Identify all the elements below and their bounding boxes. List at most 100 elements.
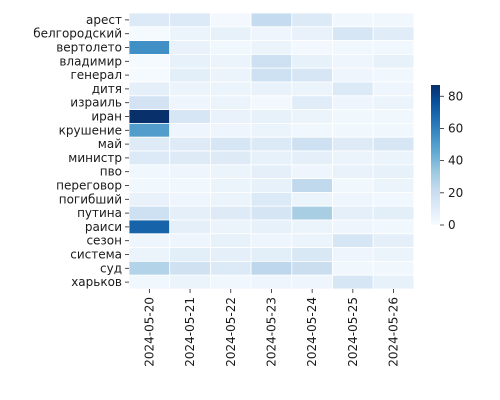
heatmap-cell — [372, 274, 415, 290]
heatmap-cell — [372, 260, 415, 276]
heatmap-cell — [169, 95, 211, 111]
heatmap-cell — [332, 95, 374, 111]
heatmap-cell — [372, 54, 415, 69]
heatmap-cell — [372, 150, 415, 166]
heatmap-cell — [250, 54, 293, 69]
y-tick-label: путина — [77, 206, 122, 220]
heatmap-cell — [250, 205, 293, 221]
colorbar: 0 20 40 60 80 — [431, 85, 463, 232]
heatmap-cell — [332, 178, 374, 193]
y-tick-label: крушение — [59, 123, 122, 137]
heatmap-cell — [128, 109, 171, 124]
heatmap-cell — [250, 260, 293, 276]
heatmap-cell — [209, 109, 252, 124]
heatmap-cell — [250, 274, 293, 290]
heatmap-cell — [291, 12, 333, 28]
heatmap-cell — [128, 247, 171, 262]
heatmap-cell — [209, 123, 252, 138]
heatmap-cell — [372, 136, 415, 152]
heatmap-cell — [169, 40, 211, 55]
heatmap-cell — [169, 260, 211, 276]
heatmap-cell — [372, 12, 415, 28]
heatmap-cell — [250, 123, 293, 138]
heatmap-cell — [169, 123, 211, 138]
heatmap-cell — [291, 191, 333, 207]
heatmap-cell — [209, 81, 252, 97]
colorbar-gradient — [431, 85, 440, 225]
heatmap-cell — [169, 26, 211, 41]
y-tick-label: пво — [100, 165, 122, 179]
heatmap-cell — [291, 54, 333, 69]
heatmap-cell — [128, 191, 171, 207]
heatmap-cell — [332, 67, 374, 83]
heatmap-cell — [128, 81, 171, 97]
heatmap-cell — [291, 219, 333, 235]
heatmap-cell — [372, 178, 415, 193]
heatmap-cell — [169, 150, 211, 166]
y-tick-label: арест — [86, 13, 122, 27]
heatmap-cell — [169, 67, 211, 83]
heatmap-cell — [250, 219, 293, 235]
heatmap-cell — [128, 136, 171, 152]
heatmap-cell — [291, 109, 333, 124]
heatmap-cell — [291, 123, 333, 138]
y-tick-label: министр — [68, 151, 122, 165]
heatmap-cell — [209, 95, 252, 111]
heatmap-cell — [250, 40, 293, 55]
heatmap-cell — [291, 150, 333, 166]
heatmap-cell — [128, 274, 171, 290]
heatmap-cell — [332, 109, 374, 124]
heatmap-cell — [332, 12, 374, 28]
heatmap-cell — [209, 205, 252, 221]
heatmap-cell — [372, 205, 415, 221]
heatmap-cell — [250, 81, 293, 97]
heatmap-cell — [169, 178, 211, 193]
colorbar-tick-label: 80 — [448, 89, 463, 103]
heatmap-cell — [169, 274, 211, 290]
heatmap-cell — [209, 136, 252, 152]
heatmap-cell — [209, 233, 252, 249]
heatmap-cell — [128, 40, 171, 55]
heatmap-cell — [128, 178, 171, 193]
colorbar-tick-label: 60 — [448, 121, 463, 135]
heatmap-cell — [250, 150, 293, 166]
heatmap-cell — [332, 26, 374, 41]
heatmap-cell — [128, 260, 171, 276]
heatmap-cell — [209, 247, 252, 262]
heatmap-cell — [332, 219, 374, 235]
heatmap-cell — [169, 233, 211, 249]
heatmap-cell — [291, 40, 333, 55]
x-axis-labels: 2024-05-20 2024-05-21 2024-05-22 2024-05-23… — [142, 289, 401, 367]
heatmap-cell — [209, 164, 252, 180]
heatmap-cell — [169, 136, 211, 152]
heatmap-cell — [209, 40, 252, 55]
heatmap-cell — [250, 191, 293, 207]
heatmap-cell — [372, 164, 415, 180]
heatmap-cell — [372, 123, 415, 138]
y-tick-label: вертолето — [56, 41, 122, 55]
heatmap-cell — [169, 247, 211, 262]
x-tick-label: 2024-05-26 — [387, 297, 401, 367]
heatmap-cell — [332, 81, 374, 97]
heatmap-cell — [250, 233, 293, 249]
heatmap-cell — [332, 54, 374, 69]
colorbar-tick-label: 20 — [448, 186, 463, 200]
heatmap-cell — [291, 260, 333, 276]
heatmap-cell — [372, 233, 415, 249]
x-tick-label: 2024-05-20 — [142, 297, 156, 367]
heatmap-cell — [332, 40, 374, 55]
y-tick-label: система — [70, 248, 122, 262]
heatmap-cell — [372, 247, 415, 262]
heatmap-cell — [291, 95, 333, 111]
heatmap-cell — [209, 150, 252, 166]
heatmap-cell — [372, 219, 415, 235]
heatmap-cell — [209, 178, 252, 193]
heatmap-cell — [209, 260, 252, 276]
heatmap-cell — [128, 67, 171, 83]
heatmap-cell — [250, 164, 293, 180]
heatmap-cell — [332, 205, 374, 221]
y-tick-label: май — [98, 137, 122, 151]
heatmap-cell — [332, 274, 374, 290]
heatmap-cell — [209, 12, 252, 28]
